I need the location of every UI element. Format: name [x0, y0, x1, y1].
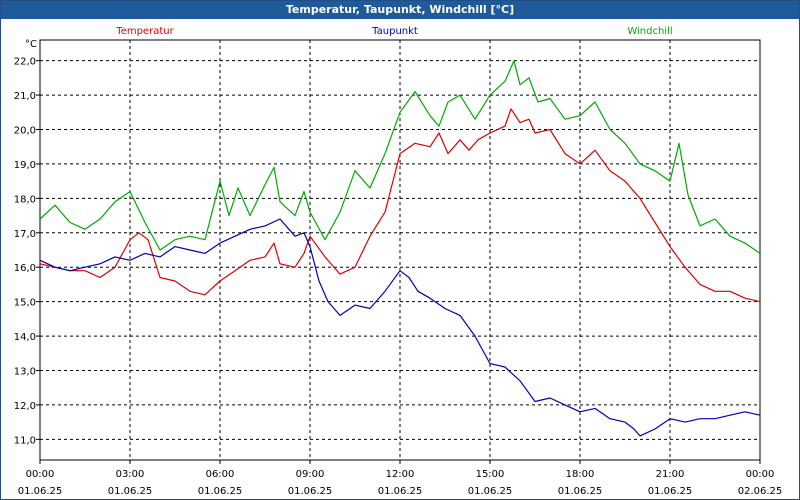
series-line-windchill: [39, 60, 761, 254]
legend-entry-taupunkt: Taupunkt: [371, 26, 418, 37]
y-tick-label: 20,0: [14, 126, 36, 137]
y-tick-label: 21,0: [14, 91, 36, 102]
series-line-temperatur: [39, 108, 761, 303]
x-tick-date-label: 02.06.25: [738, 486, 783, 497]
x-tick-date-label: 01.06.25: [378, 486, 423, 497]
y-tick-label: 19,0: [14, 160, 36, 171]
grid-layer: [40, 40, 760, 460]
y-tick-label: 11,0: [14, 435, 36, 446]
x-tick-date-label: 01.06.25: [558, 486, 603, 497]
series-line-taupunkt: [39, 218, 761, 437]
x-tick-time-label: 12:00: [386, 469, 415, 480]
y-tick-label: 17,0: [14, 229, 36, 240]
axis-layer: 11,0 12,0 13,0 14,0 15,0 16,0 17,0 18,0 19,0 20,0…: [14, 39, 783, 497]
x-tick-date-label: 01.06.25: [108, 486, 153, 497]
x-tick-time-label: 09:00: [296, 469, 325, 480]
y-axis-unit-label: °C: [25, 39, 37, 50]
y-tick-label: 18,0: [14, 194, 36, 205]
y-tick-label: 15,0: [14, 298, 36, 309]
x-tick-time-label: 18:00: [566, 469, 595, 480]
y-tick-label: 16,0: [14, 263, 36, 274]
x-tick-time-label: 06:00: [206, 469, 235, 480]
legend-layer: Temperatur Taupunkt Windchill: [115, 26, 672, 37]
y-tick-label: 14,0: [14, 332, 36, 343]
series-layer: [39, 60, 761, 437]
x-tick-date-label: 01.06.25: [198, 486, 243, 497]
x-tick-date-label: 01.06.25: [648, 486, 693, 497]
x-tick-date-label: 01.06.25: [288, 486, 333, 497]
legend-entry-windchill: Windchill: [627, 26, 672, 37]
y-tick-label: 12,0: [14, 401, 36, 412]
x-tick-time-label: 03:00: [116, 469, 145, 480]
chart-title-bar: Temperatur, Taupunkt, Windchill [°C]: [1, 1, 799, 19]
y-tick-label: 13,0: [14, 366, 36, 377]
x-tick-time-label: 15:00: [476, 469, 505, 480]
x-tick-date-label: 01.06.25: [468, 486, 513, 497]
x-tick-date-label: 01.06.25: [18, 486, 63, 497]
x-tick-time-label: 00:00: [746, 469, 775, 480]
x-tick-time-label: 21:00: [656, 469, 685, 480]
x-tick-time-label: 00:00: [26, 469, 55, 480]
legend-entry-temperatur: Temperatur: [115, 26, 174, 37]
y-tick-label: 22,0: [14, 57, 36, 68]
